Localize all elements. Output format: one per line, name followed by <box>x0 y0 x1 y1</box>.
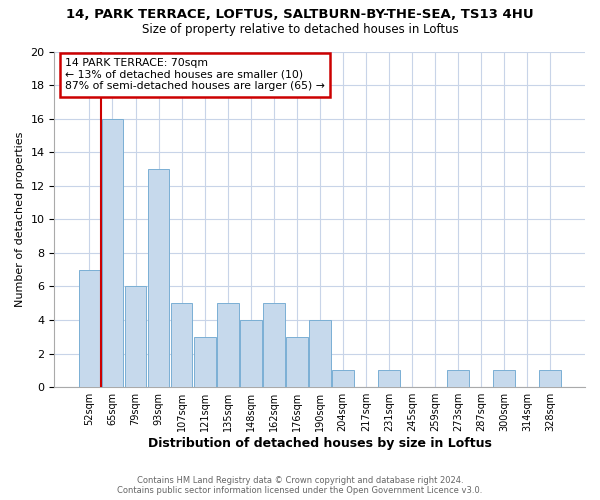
Text: 14 PARK TERRACE: 70sqm
← 13% of detached houses are smaller (10)
87% of semi-det: 14 PARK TERRACE: 70sqm ← 13% of detached… <box>65 58 325 92</box>
Bar <box>79 270 100 387</box>
Bar <box>493 370 515 387</box>
Text: 14, PARK TERRACE, LOFTUS, SALTBURN-BY-THE-SEA, TS13 4HU: 14, PARK TERRACE, LOFTUS, SALTBURN-BY-TH… <box>66 8 534 20</box>
Bar <box>170 304 193 387</box>
Bar <box>309 320 331 387</box>
Y-axis label: Number of detached properties: Number of detached properties <box>15 132 25 307</box>
Bar <box>194 337 215 387</box>
Bar <box>125 286 146 387</box>
Bar <box>239 320 262 387</box>
Bar <box>263 304 284 387</box>
Bar <box>332 370 353 387</box>
Text: Contains HM Land Registry data © Crown copyright and database right 2024.
Contai: Contains HM Land Registry data © Crown c… <box>118 476 482 495</box>
Bar <box>447 370 469 387</box>
Bar <box>148 169 169 387</box>
X-axis label: Distribution of detached houses by size in Loftus: Distribution of detached houses by size … <box>148 437 491 450</box>
Text: Size of property relative to detached houses in Loftus: Size of property relative to detached ho… <box>142 22 458 36</box>
Bar <box>539 370 561 387</box>
Bar <box>378 370 400 387</box>
Bar <box>101 118 124 387</box>
Bar <box>217 304 239 387</box>
Bar <box>286 337 308 387</box>
